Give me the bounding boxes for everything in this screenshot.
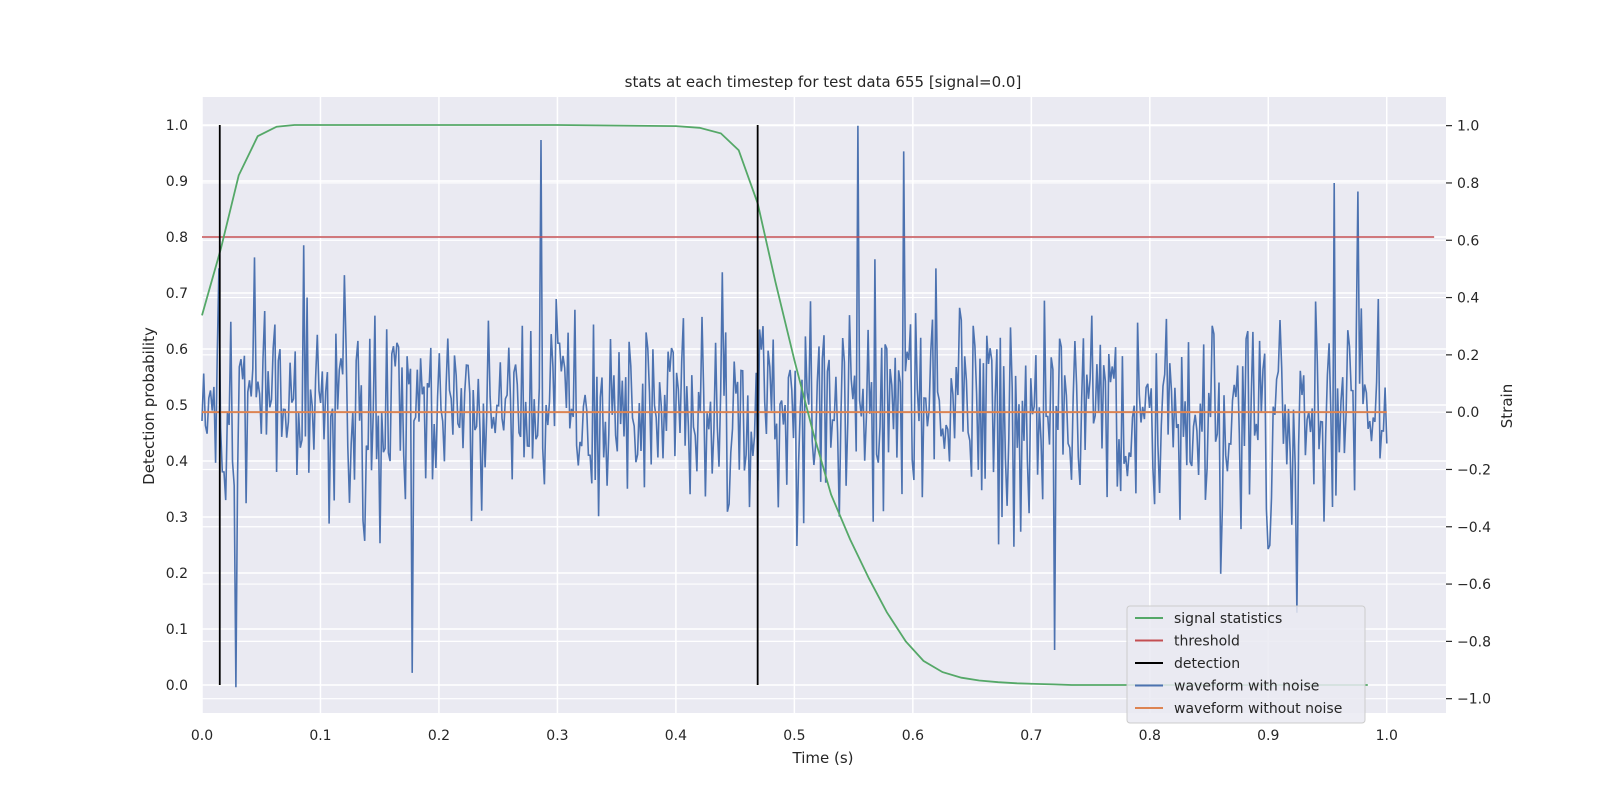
y2-tick-label: 1.0 <box>1457 119 1479 135</box>
x-axis-label: Time (s) <box>792 749 854 767</box>
y-tick-label: 0.8 <box>166 230 188 246</box>
y-tick-label: 0.9 <box>166 174 188 190</box>
y2-tick-label: 0.2 <box>1457 348 1479 364</box>
legend-box <box>1126 605 1366 724</box>
y2-tick-label: −0.2 <box>1457 462 1491 478</box>
legend-label: detection <box>1174 656 1240 672</box>
x-tick-label: 0.2 <box>428 728 450 744</box>
y2-tick-label: 0.6 <box>1457 233 1479 249</box>
x-tick-label: 0.9 <box>1257 728 1279 744</box>
y2-tick-label: −0.4 <box>1457 520 1491 536</box>
y-axis-label: Detection probability <box>140 327 158 485</box>
x-tick-label: 0.5 <box>783 728 805 744</box>
legend-label: signal statistics <box>1174 611 1282 627</box>
y-tick-label: 0.7 <box>166 286 188 302</box>
series-waveform-with-noise-line <box>201 125 1388 688</box>
x-tick-label: 0.1 <box>309 728 331 744</box>
y-tick-label: 0.3 <box>166 510 188 526</box>
y2-tick-label: 0.0 <box>1457 405 1479 421</box>
series-signal-statistics-line <box>201 124 1368 686</box>
y2-axis-label: Strain <box>1498 384 1516 428</box>
legend-label: waveform with noise <box>1174 679 1319 695</box>
y-tick-label: 0.4 <box>166 454 188 470</box>
x-tick-label: 0.3 <box>546 728 568 744</box>
y2-tick-label: −0.8 <box>1457 634 1491 650</box>
y2-tick-label: 0.4 <box>1457 291 1479 307</box>
x-tick-label: 0.7 <box>1020 728 1042 744</box>
x-tick-label: 0.4 <box>665 728 687 744</box>
y2-tick-label: −0.6 <box>1457 577 1491 593</box>
y2-tick-label: 0.8 <box>1457 176 1479 192</box>
y-tick-label: 1.0 <box>166 118 188 134</box>
y-tick-label: 0.2 <box>166 566 188 582</box>
x-tick-label: 0.0 <box>191 728 213 744</box>
y2-tick-label: −1.0 <box>1457 692 1491 708</box>
x-tick-label: 0.6 <box>902 728 924 744</box>
legend-label: waveform without noise <box>1174 701 1342 717</box>
y-tick-label: 0.1 <box>166 622 188 638</box>
x-tick-label: 1.0 <box>1376 728 1398 744</box>
legend: signal statistics threshold detection wavef… <box>1126 605 1366 724</box>
legend-label: threshold <box>1174 634 1240 650</box>
y-tick-label: 0.5 <box>166 398 188 414</box>
chart-title: stats at each timestep for test data 655… <box>625 73 1022 91</box>
y-tick-label: 0.0 <box>166 678 188 694</box>
x-tick-label: 0.8 <box>1139 728 1161 744</box>
y-tick-label: 0.6 <box>166 342 188 358</box>
